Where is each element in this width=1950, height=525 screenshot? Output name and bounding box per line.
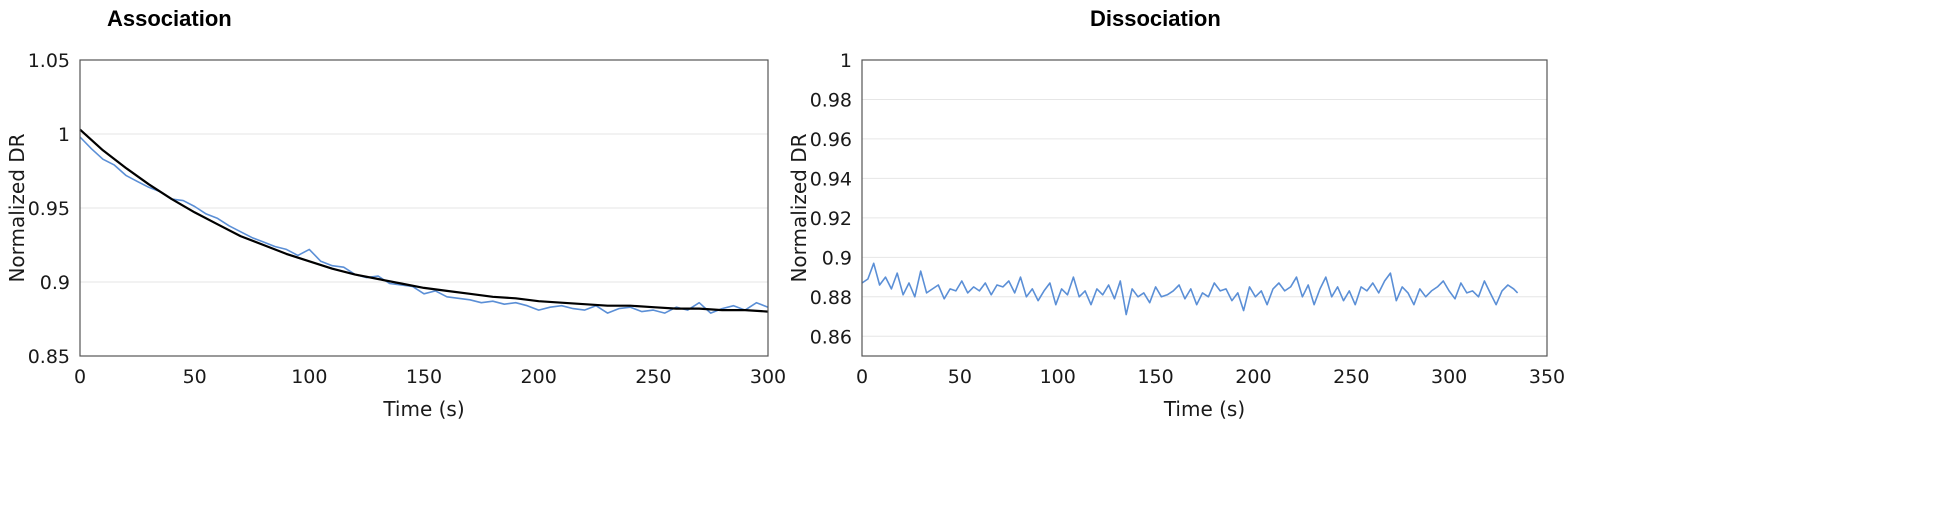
association-x-tick-label: 300 <box>750 366 786 388</box>
association-fit-curve <box>79 128 769 313</box>
association-y-axis-label: Normalized DR <box>5 133 29 282</box>
dissociation-y-tick-label: 0.92 <box>810 208 852 230</box>
chart-title-dissociation: Dissociation <box>1090 6 1221 31</box>
association-x-ticks: 0 50 100 150 200 250 300 <box>74 366 786 388</box>
dissociation-gridlines <box>862 98 1547 337</box>
dissociation-series <box>861 262 1519 316</box>
dissociation-x-axis-label: Time (s) <box>1163 397 1245 421</box>
dissociation-data-line <box>861 262 1519 316</box>
dissociation-chart: 0 50 100 150 200 250 300 350 0.86 0.88 0.9 0.92 0.9… <box>787 50 1565 421</box>
association-y-ticks: 0.85 0.9 0.95 1 1.05 <box>28 50 70 368</box>
association-y-tick-label: 1 <box>58 124 70 146</box>
dissociation-x-ticks: 0 50 100 150 200 250 300 350 <box>856 366 1565 388</box>
association-y-tick-label: 0.9 <box>40 272 70 294</box>
association-x-tick-label: 200 <box>521 366 557 388</box>
dissociation-plot-frame <box>861 59 1548 357</box>
dissociation-x-tick-label: 0 <box>856 366 868 388</box>
association-x-tick-label: 250 <box>635 366 671 388</box>
association-y-tick-label: 1.05 <box>28 50 70 72</box>
dissociation-x-tick-label: 150 <box>1137 366 1173 388</box>
dissociation-y-tick-label: 1 <box>840 50 852 72</box>
association-gridlines <box>80 133 768 283</box>
dissociation-y-tick-label: 0.9 <box>822 247 852 269</box>
association-x-tick-label: 100 <box>291 366 327 388</box>
dissociation-x-tick-label: 50 <box>948 366 972 388</box>
dissociation-y-tick-label: 0.96 <box>810 129 852 151</box>
association-series <box>79 128 769 314</box>
dissociation-x-tick-label: 250 <box>1333 366 1369 388</box>
dissociation-y-tick-label: 0.98 <box>810 89 852 111</box>
association-chart: 0 50 100 150 200 250 300 0.85 0.9 0.95 1 1.05 Time… <box>5 50 786 421</box>
dissociation-y-tick-label: 0.86 <box>810 326 852 348</box>
dissociation-y-tick-label: 0.88 <box>810 287 852 309</box>
dissociation-x-tick-label: 350 <box>1529 366 1565 388</box>
dissociation-x-tick-label: 100 <box>1040 366 1076 388</box>
dissociation-y-axis-label: Normalized DR <box>787 133 811 282</box>
association-y-tick-label: 0.95 <box>28 198 70 220</box>
association-data-line <box>79 136 769 314</box>
dissociation-y-tick-label: 0.94 <box>810 168 852 190</box>
association-x-tick-label: 50 <box>183 366 207 388</box>
dissociation-y-ticks: 0.86 0.88 0.9 0.92 0.94 0.96 0.98 1 <box>810 50 852 348</box>
association-x-tick-label: 0 <box>74 366 86 388</box>
association-x-tick-label: 150 <box>406 366 442 388</box>
dissociation-x-tick-label: 300 <box>1431 366 1467 388</box>
association-y-tick-label: 0.85 <box>28 346 70 368</box>
chart-title-association: Association <box>107 6 232 31</box>
association-x-axis-label: Time (s) <box>382 397 464 421</box>
dissociation-x-tick-label: 200 <box>1235 366 1271 388</box>
association-plot-frame <box>79 59 769 357</box>
